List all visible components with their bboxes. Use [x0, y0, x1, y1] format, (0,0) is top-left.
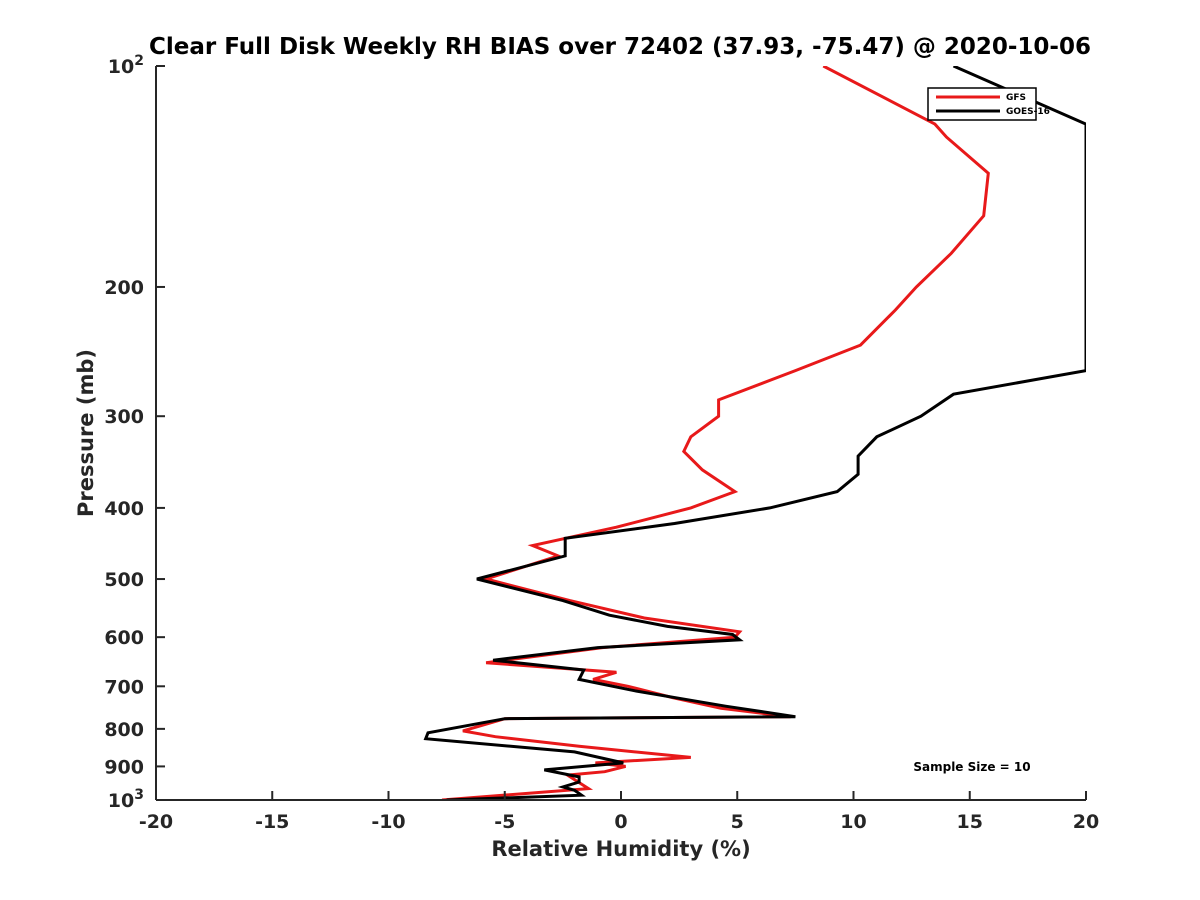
y-tick-label: 800	[104, 719, 144, 741]
x-tick-label: 10	[840, 811, 866, 833]
x-tick-label: 5	[731, 811, 744, 833]
y-tick-label: 500	[104, 569, 144, 591]
x-tick-label: 15	[957, 811, 983, 833]
x-tick-label: 20	[1073, 811, 1099, 833]
sample-size-annotation: Sample Size = 10	[913, 760, 1030, 774]
y-axis-label: Pressure (mb)	[74, 349, 98, 517]
legend-label: GFS	[1006, 93, 1026, 103]
axes	[155, 66, 1086, 801]
tick-layer: -20 -15 -10 -5 0 5 10 15 20 102 200 300 400 500 600 700…	[104, 53, 1099, 833]
y-tick-label: 102	[108, 53, 144, 78]
y-tick-label: 600	[104, 627, 144, 649]
y-tick-label: 900	[104, 756, 144, 778]
legend-label: GOES-16	[1006, 107, 1050, 117]
chart-title: Clear Full Disk Weekly RH BIAS over 7240…	[149, 34, 1091, 60]
series-layer	[423, 66, 1086, 800]
y-tick-label: 200	[104, 277, 144, 299]
series-line-goes-16	[423, 66, 1086, 800]
x-tick-label: -5	[494, 811, 515, 833]
legend: GFS GOES-16	[927, 87, 1050, 121]
y-tick-label: 300	[104, 406, 144, 428]
x-tick-label: 0	[614, 811, 627, 833]
x-tick-label: -15	[255, 811, 289, 833]
y-tick-label: 400	[104, 498, 144, 520]
x-tick-label: -20	[139, 811, 173, 833]
y-tick-label: 700	[104, 676, 144, 698]
legend-box	[927, 87, 1037, 121]
y-tick-label: 103	[108, 787, 144, 812]
x-axis-label: Relative Humidity (%)	[491, 837, 750, 861]
series-line-gfs	[441, 66, 990, 800]
x-tick-label: -10	[371, 811, 405, 833]
